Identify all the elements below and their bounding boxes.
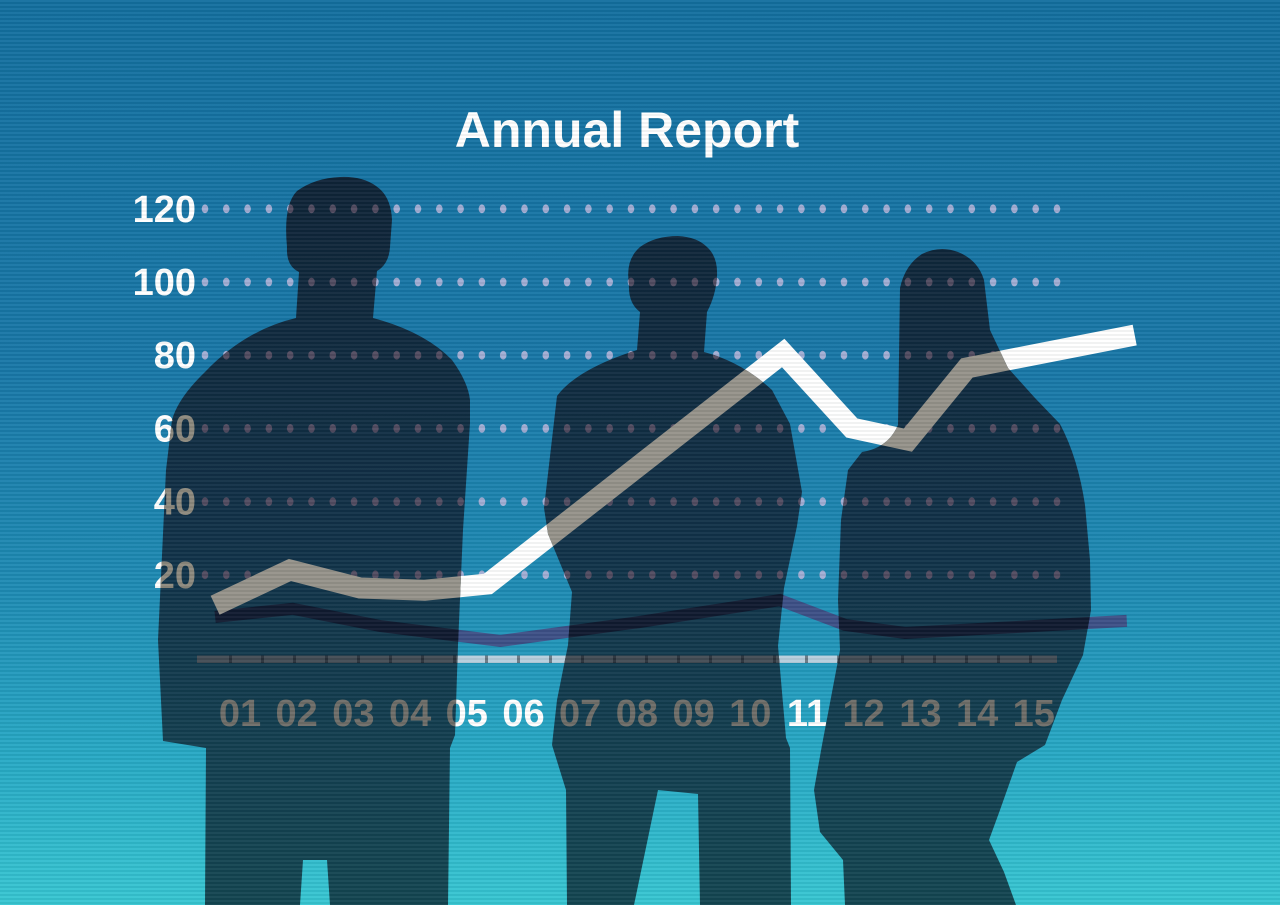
annual-report-graphic: 1201008060402001020304050607080910111213… [0, 0, 1280, 905]
annual-report-illustration: 1201008060402001020304050607080910111213… [0, 0, 1280, 905]
scanlines-overlay [0, 0, 1280, 905]
